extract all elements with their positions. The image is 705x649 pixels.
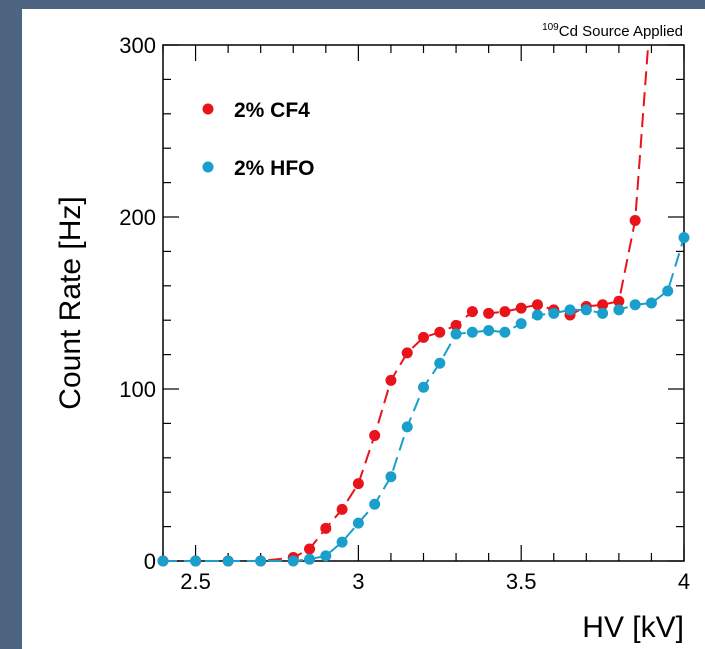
x-tick-label: 4 bbox=[678, 569, 690, 594]
x-tick-label: 3 bbox=[352, 569, 364, 594]
data-point bbox=[515, 318, 527, 330]
data-point bbox=[645, 297, 657, 309]
data-point bbox=[678, 232, 690, 244]
data-point bbox=[450, 328, 462, 340]
data-point bbox=[190, 555, 202, 567]
x-tick-label: 2.5 bbox=[180, 569, 211, 594]
data-point bbox=[418, 331, 429, 343]
data-point bbox=[385, 471, 397, 483]
data-point bbox=[320, 522, 332, 534]
x-tick-label: 3.5 bbox=[506, 569, 537, 594]
y-tick-label: 200 bbox=[119, 205, 156, 230]
data-point bbox=[483, 307, 495, 319]
data-point bbox=[629, 214, 641, 226]
data-point bbox=[369, 498, 381, 510]
data-point bbox=[287, 555, 299, 567]
legend-label: 2% CF4 bbox=[234, 99, 310, 122]
y-tick-label: 300 bbox=[119, 33, 156, 58]
data-point bbox=[401, 347, 413, 359]
data-point bbox=[613, 304, 625, 316]
y-tick-label: 0 bbox=[144, 549, 156, 574]
data-point bbox=[564, 304, 576, 316]
annotation-superscript: 109 bbox=[542, 22, 559, 33]
data-point bbox=[255, 555, 267, 567]
data-point bbox=[434, 326, 446, 338]
data-point bbox=[450, 319, 462, 331]
data-point bbox=[483, 325, 495, 337]
data-point bbox=[336, 536, 348, 548]
data-point bbox=[336, 503, 348, 515]
data-point bbox=[157, 555, 169, 567]
data-point bbox=[304, 543, 316, 555]
chart-panel bbox=[22, 9, 705, 649]
data-point bbox=[369, 429, 381, 441]
data-point bbox=[401, 421, 413, 433]
data-point bbox=[304, 553, 316, 565]
series-layer bbox=[157, 44, 690, 567]
series-2 bbox=[157, 232, 690, 567]
data-point bbox=[531, 299, 543, 311]
data-point bbox=[597, 307, 609, 319]
data-point bbox=[597, 299, 609, 311]
data-point bbox=[352, 478, 364, 490]
data-point bbox=[352, 517, 364, 529]
data-point bbox=[222, 555, 234, 567]
data-point bbox=[531, 309, 543, 321]
annotation-text: Cd Source Applied bbox=[559, 23, 683, 40]
y-tick-label: 100 bbox=[119, 377, 156, 402]
data-point bbox=[320, 550, 332, 562]
data-point bbox=[499, 306, 511, 318]
data-point bbox=[548, 307, 560, 319]
axis-tick-labels: 2.5 3 3.5 4 0 100 200 300 bbox=[119, 33, 690, 594]
legend-marker bbox=[202, 161, 214, 173]
data-point bbox=[662, 285, 674, 297]
source-annotation: 109Cd Source Applied bbox=[542, 22, 683, 40]
series-line bbox=[163, 237, 685, 562]
series-line bbox=[163, 44, 650, 562]
data-point bbox=[385, 374, 397, 386]
x-axis-title: HV [kV] bbox=[582, 611, 684, 644]
data-point bbox=[466, 306, 478, 318]
data-point bbox=[466, 326, 478, 338]
data-point bbox=[434, 357, 446, 369]
legend: 2% CF4 2% HFO bbox=[202, 99, 315, 180]
legend-marker bbox=[202, 103, 214, 115]
data-point bbox=[629, 299, 641, 311]
data-point bbox=[613, 295, 625, 307]
data-point bbox=[418, 381, 429, 393]
y-axis-title: Count Rate [Hz] bbox=[54, 196, 87, 409]
series-1 bbox=[157, 44, 650, 567]
legend-label: 2% HFO bbox=[234, 157, 315, 180]
data-point bbox=[499, 326, 511, 338]
data-point bbox=[580, 304, 592, 316]
data-point bbox=[515, 302, 527, 314]
